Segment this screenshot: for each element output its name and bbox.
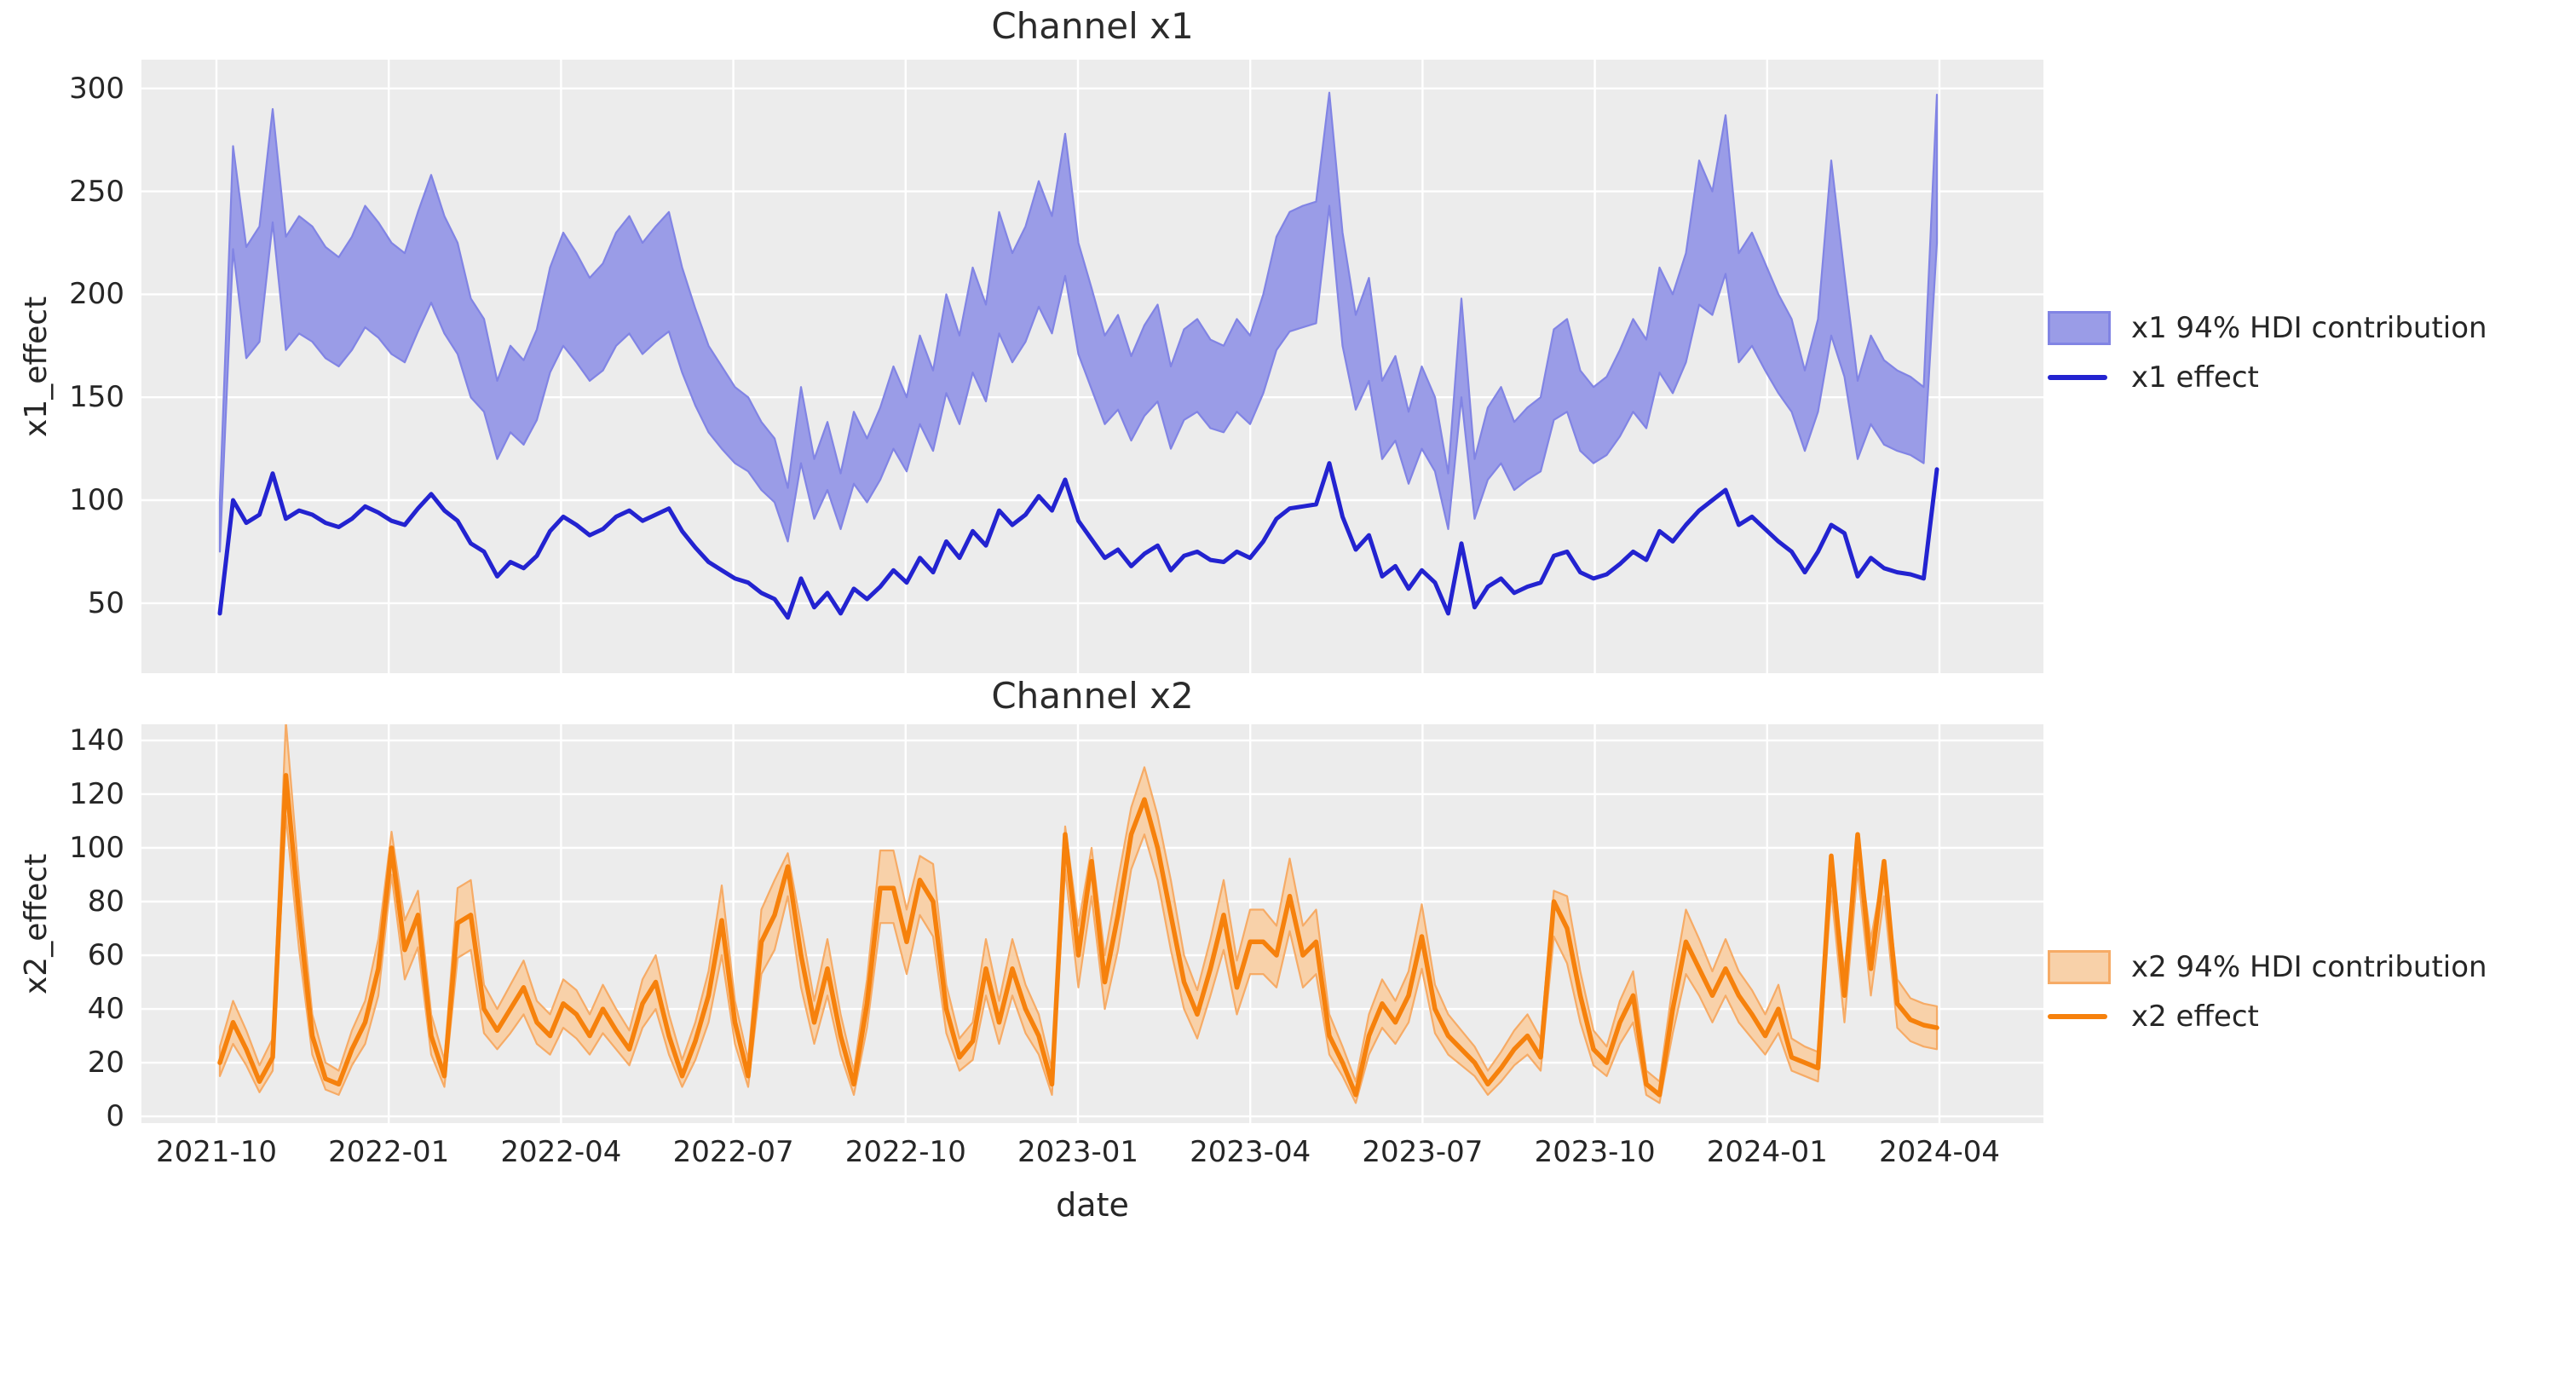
x2-y-tick-label: 0: [106, 1099, 124, 1134]
x2-effect-line: [217, 773, 1939, 1098]
chart-x1-ylabel: x1_effect: [19, 296, 54, 437]
legend-item-x2-effect: x2 effect: [2048, 992, 2487, 1041]
x1-y-tick-label: 300: [69, 71, 124, 106]
x-tick-label: 2023-04: [1190, 1135, 1311, 1169]
legend-label: x2 effect: [2131, 1000, 2259, 1034]
x2-hdi-band: [218, 724, 1939, 1104]
x-tick-label: 2024-01: [1706, 1135, 1828, 1169]
x-tick-label: 2023-01: [1017, 1135, 1139, 1169]
legend-item-x1-effect: x1 effect: [2048, 353, 2487, 402]
chart-x2-legend: x2 94% HDI contribution x2 effect: [2048, 942, 2487, 1041]
gridlines: [141, 60, 2043, 673]
x2-y-tick-label: 140: [69, 723, 124, 758]
x-tick-label: 2022-07: [672, 1135, 794, 1169]
x1-line-swatch-icon: [2048, 360, 2111, 395]
chart-x1-plot-area: [141, 60, 2043, 673]
x-tick-label: 2024-04: [1878, 1135, 2001, 1169]
chart-x2-plot-area: [141, 724, 2043, 1123]
x2-line-swatch-icon: [2048, 1000, 2111, 1034]
x1-y-tick-label: 100: [69, 483, 124, 518]
chart-x1-title: Channel x1: [991, 5, 1194, 47]
x2-y-tick-label: 60: [87, 938, 124, 973]
x1-y-tick-label: 250: [69, 174, 124, 209]
legend-item-x1-hdi: x1 94% HDI contribution: [2048, 303, 2487, 353]
x-axis-label: date: [1056, 1186, 1129, 1224]
x2-hdi-patch-icon: [2048, 950, 2111, 984]
x-tick-label: 2023-10: [1534, 1135, 1656, 1169]
x2-y-tick-label: 100: [69, 830, 124, 865]
legend-label: x1 94% HDI contribution: [2131, 311, 2487, 345]
x-tick-label: 2023-07: [1362, 1135, 1484, 1169]
legend-label: x1 effect: [2131, 360, 2259, 395]
x2-y-tick-label: 120: [69, 776, 124, 811]
x-tick-label: 2021-10: [155, 1135, 278, 1169]
legend-item-x2-hdi: x2 94% HDI contribution: [2048, 942, 2487, 992]
x2-y-tick-label: 20: [87, 1046, 124, 1080]
chart-x2-title: Channel x2: [991, 675, 1194, 717]
x1-effect-line: [217, 461, 1939, 620]
x1-y-tick-label: 150: [69, 380, 124, 415]
x1-y-tick-label: 200: [69, 277, 124, 312]
x2-y-tick-label: 80: [87, 885, 124, 919]
x-tick-label: 2022-04: [500, 1135, 622, 1169]
x-tick-label: 2022-10: [844, 1135, 966, 1169]
x-tick-label: 2022-01: [328, 1135, 450, 1169]
chart-x1-legend: x1 94% HDI contribution x1 effect: [2048, 303, 2487, 402]
legend-label: x2 94% HDI contribution: [2131, 950, 2487, 984]
x1-y-tick-label: 50: [87, 585, 124, 620]
x2-y-tick-label: 40: [87, 992, 124, 1027]
x1-hdi-patch-icon: [2048, 311, 2111, 345]
x1-hdi-band: [218, 91, 1939, 553]
